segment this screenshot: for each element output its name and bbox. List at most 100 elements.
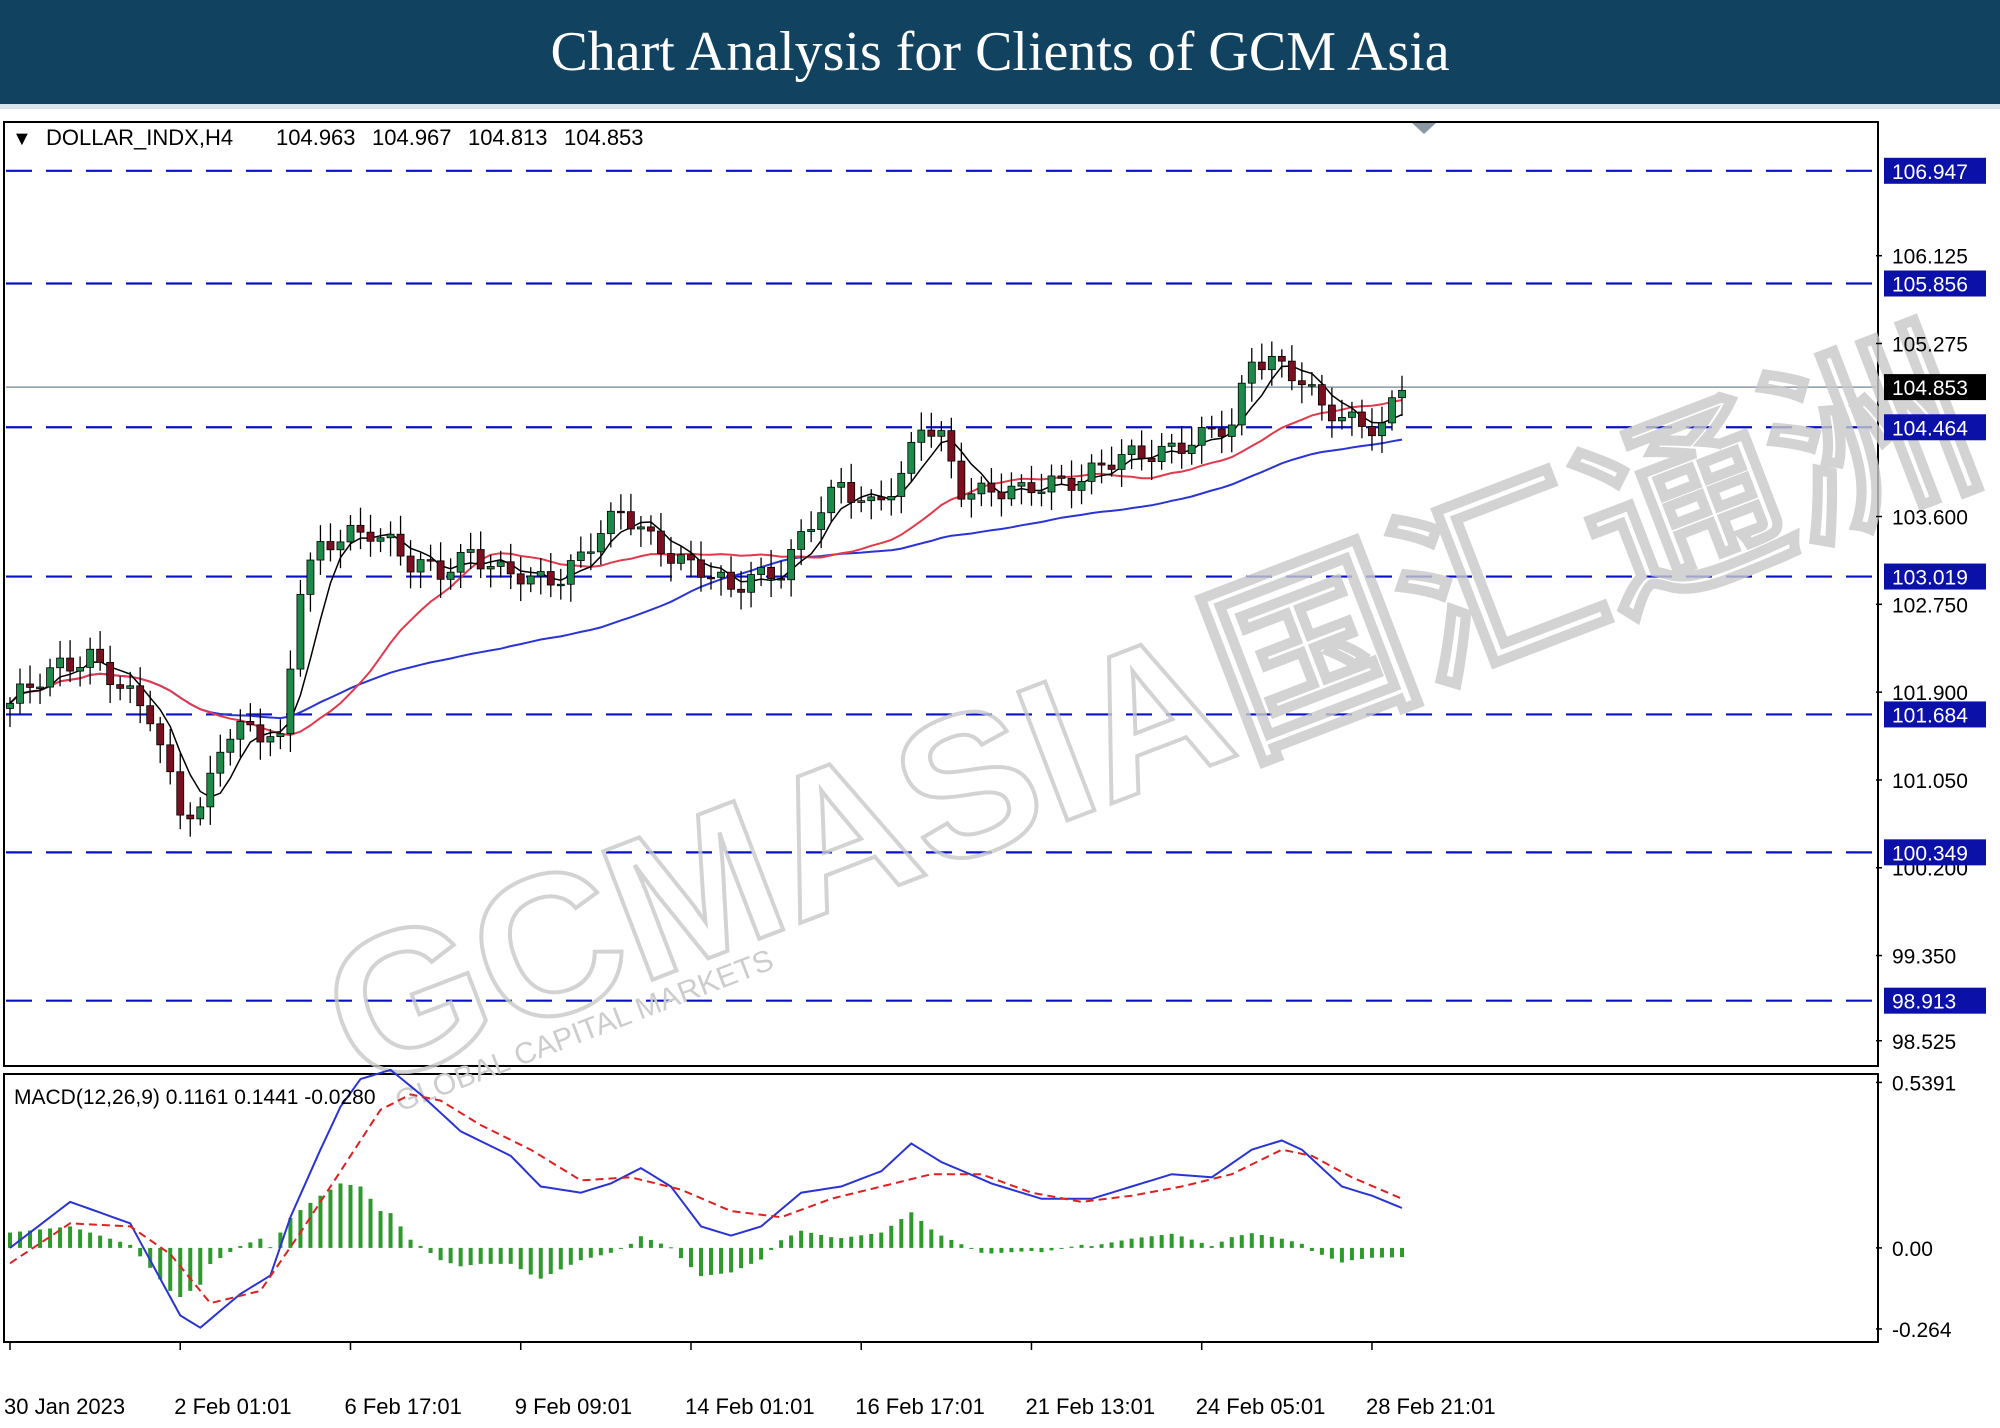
macd-main-line — [9, 1068, 1403, 1329]
candle-body — [1187, 444, 1196, 454]
level-label: 106.947 — [1892, 161, 1968, 184]
candle-body — [266, 736, 275, 743]
macd-histogram-bar — [8, 1232, 12, 1248]
candle-body — [777, 578, 786, 581]
macd-histogram-bar — [578, 1247, 583, 1261]
candle-body — [136, 685, 145, 707]
candle-body — [637, 526, 645, 530]
macd-histogram-bar — [1369, 1247, 1374, 1258]
candle-body — [176, 771, 185, 816]
sma-fast-line — [9, 365, 1403, 798]
ohlc-open: 104.963 — [276, 125, 356, 150]
candle-body — [767, 566, 775, 579]
candle-body — [26, 683, 34, 688]
macd-histogram-bar — [298, 1210, 303, 1248]
macd-histogram-bar — [478, 1247, 483, 1264]
macd-histogram-bar — [538, 1247, 543, 1279]
macd-histogram-bar — [1119, 1240, 1124, 1248]
macd-histogram-bar — [949, 1239, 954, 1248]
candle-body — [1388, 397, 1396, 424]
macd-histogram-bar — [608, 1247, 613, 1253]
candle-body — [226, 738, 235, 753]
macd-histogram-bar — [1289, 1241, 1294, 1248]
macd-histogram-bar — [48, 1228, 53, 1248]
sma-mid-line — [9, 399, 1403, 737]
candle-body — [596, 533, 605, 553]
candle-body — [1327, 404, 1336, 422]
candle-body — [346, 524, 355, 543]
candle-body — [1037, 491, 1046, 494]
candle-body — [947, 430, 956, 462]
macd-histogram-bar — [238, 1246, 243, 1248]
macd-histogram-bar — [288, 1217, 293, 1248]
macd-histogram-bar — [1189, 1239, 1194, 1248]
macd-histogram-bar — [889, 1225, 894, 1248]
macd-histogram-bar — [1329, 1247, 1334, 1259]
candle-body — [616, 510, 625, 514]
candle-body — [1358, 411, 1366, 427]
macd-histogram-bar — [208, 1247, 213, 1265]
candle-body — [1057, 475, 1066, 479]
x-tick-label: 9 Feb 09:01 — [515, 1394, 632, 1419]
candle-body — [86, 648, 95, 668]
candle-body — [556, 583, 565, 587]
macd-histogram-bar — [258, 1238, 263, 1248]
macd-histogram-bar — [1079, 1244, 1084, 1248]
macd-histogram-bar — [58, 1227, 63, 1248]
macd-histogram-bar — [749, 1247, 754, 1264]
macd-histogram-bar — [598, 1247, 603, 1256]
candle-body — [717, 571, 725, 578]
candle-body — [416, 559, 425, 573]
candle-body — [807, 529, 816, 532]
candle-body — [917, 429, 926, 443]
macd-histogram-bar — [408, 1239, 413, 1248]
macd-histogram-bar — [588, 1247, 593, 1258]
macd-histogram-bar — [999, 1247, 1004, 1253]
macd-histogram-bar — [799, 1230, 804, 1248]
header-banner — [0, 0, 2000, 109]
candle-body — [1077, 481, 1086, 491]
macd-histogram-bar — [939, 1235, 944, 1248]
level-label: 98.913 — [1892, 991, 1956, 1014]
candle-body — [476, 549, 485, 570]
macd-histogram-bar — [789, 1235, 794, 1248]
candle-body — [286, 668, 295, 735]
macd-histogram-bar — [1199, 1242, 1204, 1248]
candle-body — [957, 460, 966, 500]
candle-body — [426, 559, 435, 562]
candle-body — [336, 541, 345, 551]
macd-histogram-bar — [458, 1247, 463, 1267]
macd-histogram-bar — [1319, 1247, 1324, 1255]
macd-histogram-bar — [879, 1232, 884, 1248]
macd-histogram-bar — [1069, 1246, 1074, 1248]
candle-body — [1227, 424, 1236, 437]
x-tick-label: 16 Feb 17:01 — [855, 1394, 985, 1419]
macd-histogram-bar — [388, 1213, 393, 1248]
macd-signal-line — [9, 1093, 1403, 1305]
macd-histogram-bar — [1239, 1235, 1244, 1248]
candle-body — [366, 531, 375, 542]
macd-histogram-bar — [548, 1247, 553, 1274]
chart-shift-marker[interactable] — [1412, 123, 1436, 134]
macd-histogram-bar — [1219, 1241, 1224, 1248]
macd-histogram-bar — [228, 1247, 233, 1253]
candle-body — [496, 561, 505, 567]
candle-body — [46, 667, 54, 688]
candle-body — [156, 723, 165, 746]
chart-menu-triangle[interactable]: ▼ — [12, 128, 32, 150]
candle-body — [1147, 457, 1156, 462]
candle-body — [516, 573, 525, 585]
macd-histogram-bar — [779, 1240, 784, 1248]
macd-histogram-bar — [568, 1247, 573, 1265]
level-label: 105.856 — [1892, 273, 1968, 296]
macd-histogram-bar — [358, 1186, 363, 1248]
macd-histogram-bar — [1269, 1236, 1274, 1248]
candle-body — [466, 549, 475, 553]
candle-body — [877, 496, 886, 501]
macd-histogram-bar — [508, 1247, 513, 1264]
macd-histogram-bar — [618, 1247, 623, 1249]
candle-body — [667, 553, 675, 564]
candle-body — [66, 657, 74, 672]
candle-body — [96, 648, 105, 663]
candle-body — [797, 531, 806, 550]
